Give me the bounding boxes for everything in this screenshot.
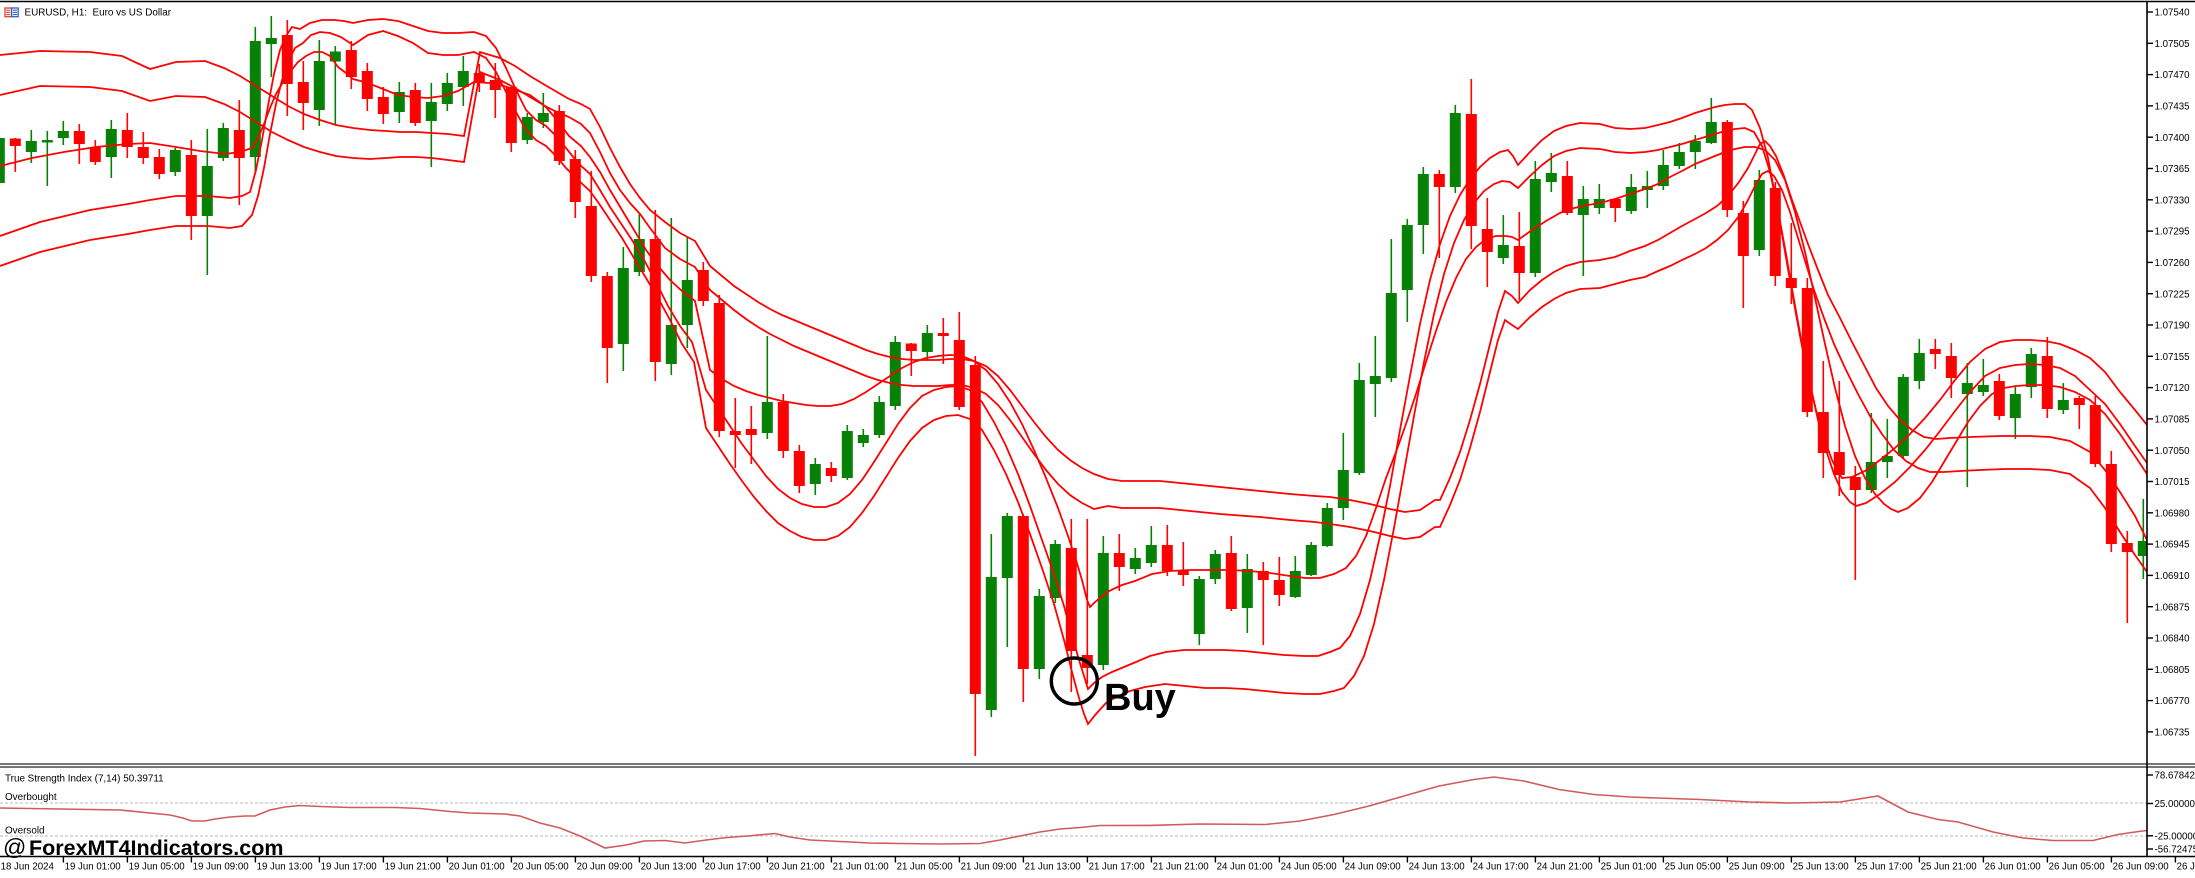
svg-text:1.07295: 1.07295 bbox=[2155, 227, 2190, 238]
svg-text:26 Jun 05:00: 26 Jun 05:00 bbox=[2049, 861, 2106, 872]
svg-text:1.07120: 1.07120 bbox=[2155, 383, 2191, 394]
svg-text:25.00000: 25.00000 bbox=[2155, 799, 2195, 810]
svg-text:26 Jun 13:00: 26 Jun 13:00 bbox=[2177, 861, 2195, 872]
svg-text:25 Jun 17:00: 25 Jun 17:00 bbox=[1857, 861, 1914, 872]
svg-text:1.07505: 1.07505 bbox=[2155, 39, 2190, 50]
svg-text:-25.00000: -25.00000 bbox=[2155, 831, 2195, 842]
svg-text:20 Jun 21:00: 20 Jun 21:00 bbox=[769, 861, 826, 872]
svg-text:1.07470: 1.07470 bbox=[2155, 70, 2191, 81]
svg-text:1.06735: 1.06735 bbox=[2155, 728, 2190, 739]
svg-text:1.07190: 1.07190 bbox=[2155, 321, 2191, 332]
svg-text:19 Jun 13:00: 19 Jun 13:00 bbox=[257, 861, 314, 872]
svg-text:True Strength Index (7,14) 50.: True Strength Index (7,14) 50.39711 bbox=[5, 774, 164, 785]
svg-text:1.07330: 1.07330 bbox=[2155, 195, 2191, 206]
svg-text:1.06875: 1.06875 bbox=[2155, 602, 2190, 613]
svg-text:1.06840: 1.06840 bbox=[2155, 634, 2191, 645]
svg-text:1.07050: 1.07050 bbox=[2155, 446, 2191, 457]
svg-text:25 Jun 09:00: 25 Jun 09:00 bbox=[1729, 861, 1786, 872]
svg-text:21 Jun 21:00: 21 Jun 21:00 bbox=[1153, 861, 1210, 872]
svg-text:24 Jun 13:00: 24 Jun 13:00 bbox=[1409, 861, 1466, 872]
svg-text:24 Jun 01:00: 24 Jun 01:00 bbox=[1217, 861, 1274, 872]
svg-text:20 Jun 01:00: 20 Jun 01:00 bbox=[449, 861, 506, 872]
svg-text:24 Jun 05:00: 24 Jun 05:00 bbox=[1281, 861, 1338, 872]
svg-text:21 Jun 05:00: 21 Jun 05:00 bbox=[897, 861, 954, 872]
svg-text:1.07155: 1.07155 bbox=[2155, 352, 2190, 363]
svg-text:Buy: Buy bbox=[1104, 677, 1176, 719]
svg-text:1.07540: 1.07540 bbox=[2155, 8, 2191, 19]
svg-text:Overbought: Overbought bbox=[5, 792, 57, 803]
svg-text:1.06945: 1.06945 bbox=[2155, 540, 2190, 551]
svg-text:EURUSD, H1: Euro vs US Dollar: EURUSD, H1: Euro vs US Dollar bbox=[25, 8, 172, 19]
svg-text:1.06980: 1.06980 bbox=[2155, 508, 2191, 519]
svg-text:1.07365: 1.07365 bbox=[2155, 164, 2190, 175]
svg-text:20 Jun 05:00: 20 Jun 05:00 bbox=[513, 861, 570, 872]
svg-text:-56.72475: -56.72475 bbox=[2155, 845, 2195, 856]
svg-text:25 Jun 01:00: 25 Jun 01:00 bbox=[1601, 861, 1658, 872]
svg-text:1.07435: 1.07435 bbox=[2155, 102, 2190, 113]
svg-text:20 Jun 09:00: 20 Jun 09:00 bbox=[577, 861, 634, 872]
svg-text:1.07225: 1.07225 bbox=[2155, 289, 2190, 300]
svg-text:26 Jun 01:00: 26 Jun 01:00 bbox=[1985, 861, 2042, 872]
svg-text:25 Jun 21:00: 25 Jun 21:00 bbox=[1921, 861, 1978, 872]
svg-text:20 Jun 13:00: 20 Jun 13:00 bbox=[641, 861, 698, 872]
svg-text:18 Jun 2024: 18 Jun 2024 bbox=[1, 861, 55, 872]
svg-text:1.07085: 1.07085 bbox=[2155, 415, 2190, 426]
svg-text:21 Jun 01:00: 21 Jun 01:00 bbox=[833, 861, 890, 872]
svg-text:20 Jun 17:00: 20 Jun 17:00 bbox=[705, 861, 762, 872]
svg-text:1.07015: 1.07015 bbox=[2155, 477, 2190, 488]
svg-text:24 Jun 17:00: 24 Jun 17:00 bbox=[1473, 861, 1530, 872]
svg-text:19 Jun 05:00: 19 Jun 05:00 bbox=[129, 861, 186, 872]
svg-text:25 Jun 05:00: 25 Jun 05:00 bbox=[1665, 861, 1722, 872]
svg-text:1.06770: 1.06770 bbox=[2155, 696, 2191, 707]
svg-text:24 Jun 21:00: 24 Jun 21:00 bbox=[1537, 861, 1594, 872]
svg-text:1.06805: 1.06805 bbox=[2155, 665, 2190, 676]
svg-text:1.07260: 1.07260 bbox=[2155, 258, 2191, 269]
svg-text:21 Jun 09:00: 21 Jun 09:00 bbox=[961, 861, 1018, 872]
svg-text:78.67842: 78.67842 bbox=[2155, 771, 2195, 782]
svg-text:21 Jun 17:00: 21 Jun 17:00 bbox=[1089, 861, 1146, 872]
svg-text:19 Jun 17:00: 19 Jun 17:00 bbox=[321, 861, 378, 872]
svg-text:19 Jun 01:00: 19 Jun 01:00 bbox=[65, 861, 122, 872]
svg-text:21 Jun 13:00: 21 Jun 13:00 bbox=[1025, 861, 1082, 872]
svg-text:19 Jun 21:00: 19 Jun 21:00 bbox=[385, 861, 442, 872]
svg-text:26 Jun 09:00: 26 Jun 09:00 bbox=[2113, 861, 2170, 872]
svg-text:25 Jun 13:00: 25 Jun 13:00 bbox=[1793, 861, 1850, 872]
svg-text:1.06910: 1.06910 bbox=[2155, 571, 2191, 582]
svg-text:1.07400: 1.07400 bbox=[2155, 133, 2191, 144]
svg-text:24 Jun 09:00: 24 Jun 09:00 bbox=[1345, 861, 1402, 872]
svg-text:19 Jun 09:00: 19 Jun 09:00 bbox=[193, 861, 250, 872]
